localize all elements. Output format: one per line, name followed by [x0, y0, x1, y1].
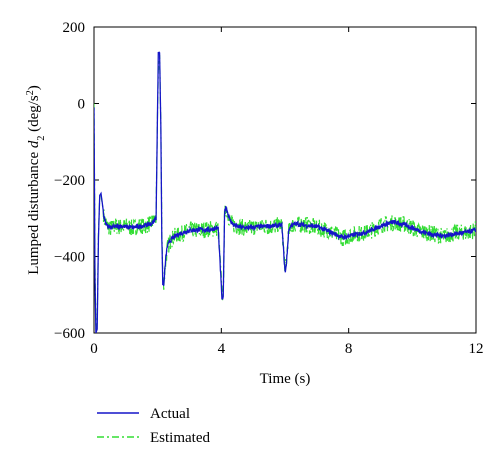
x-tick-label: 4	[218, 341, 226, 357]
y-axis-label-subscript: 2	[36, 136, 47, 141]
x-axis-label: Time (s)	[260, 371, 311, 387]
y-tick-label: −400	[54, 250, 85, 266]
y-axis-label-unit-superscript: 2	[25, 90, 36, 95]
y-axis-label-unit-close: )	[26, 85, 42, 90]
x-tick-label: 12	[469, 341, 484, 357]
y-tick-label: 200	[63, 20, 86, 36]
legend: Actual Estimated	[97, 406, 210, 446]
series-line-actual	[94, 51, 476, 333]
legend-label-actual: Actual	[150, 406, 190, 422]
y-axis-label: Lumped disturbance d2 (deg/s2)	[25, 85, 47, 275]
legend-label-estimated: Estimated	[150, 430, 210, 446]
x-axis-ticks: 0 4 8 12	[90, 27, 484, 357]
y-axis-ticks: 200 0 −200 −400 −600	[54, 20, 476, 342]
y-axis-label-prefix: Lumped disturbance	[26, 148, 42, 275]
y-axis-label-unit: (deg/s	[26, 95, 42, 136]
y-tick-label: −600	[54, 326, 85, 342]
y-tick-label: 0	[78, 97, 86, 113]
y-axis-label-variable: d	[26, 140, 42, 148]
y-tick-label: −200	[54, 173, 85, 189]
plot-area	[93, 26, 477, 334]
series-layer	[94, 51, 476, 333]
x-tick-label: 0	[90, 341, 98, 357]
x-tick-label: 8	[345, 341, 353, 357]
